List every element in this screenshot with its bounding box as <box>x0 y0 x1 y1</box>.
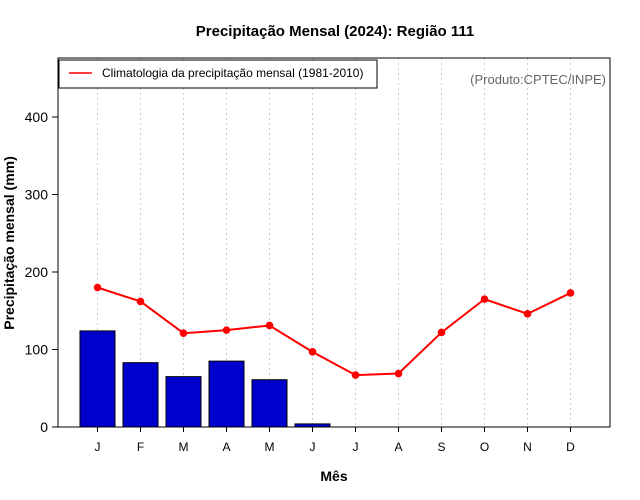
y-axis: 0 100 200 300 400 <box>25 109 58 435</box>
x-tick-label: J <box>95 440 101 454</box>
climatology-point-3 <box>222 326 231 334</box>
bars-group <box>79 330 331 428</box>
chart-title: Precipitação Mensal (2024): Região 111 <box>196 23 474 40</box>
bar-0 <box>79 330 116 428</box>
x-tick-label: A <box>394 440 402 454</box>
bar-3 <box>208 360 245 428</box>
climatology-point-11 <box>566 289 575 297</box>
climatology-line <box>97 286 571 377</box>
y-tick-label: 0 <box>40 419 48 435</box>
plot-border <box>57 57 611 428</box>
y-tick-label: 100 <box>25 342 49 358</box>
legend-label: Climatologia da precipitação mensal (198… <box>102 66 363 80</box>
x-tick-label: J <box>353 440 359 454</box>
x-tick-label: M <box>179 440 189 454</box>
legend: Climatologia da precipitação mensal (198… <box>58 59 378 89</box>
bar-2 <box>165 376 202 428</box>
climatology-point-0 <box>93 283 102 292</box>
bar-1 <box>122 362 159 428</box>
y-tick-label: 300 <box>25 187 49 203</box>
legend-box <box>58 59 378 89</box>
climatology-point-8 <box>437 328 446 337</box>
climatology-point-7 <box>394 369 403 378</box>
climatology-point-4 <box>265 321 274 330</box>
y-axis-title: Precipitação mensal (mm) <box>1 156 17 330</box>
x-tick-label: O <box>480 440 489 454</box>
x-axis-title: Mês <box>320 468 347 484</box>
climatology-point-9 <box>480 295 489 303</box>
climatology-point-6 <box>351 371 360 379</box>
climatology-line-group <box>93 283 575 379</box>
credit-text: (Produto:CPTEC/INPE) <box>470 72 606 87</box>
climatology-point-5 <box>308 348 317 356</box>
grid-lines <box>97 58 571 427</box>
y-tick-label: 400 <box>25 109 49 125</box>
y-tick-label: 200 <box>25 264 49 280</box>
x-tick-label: F <box>137 440 144 454</box>
climatology-point-10 <box>523 310 532 318</box>
x-tick-label: D <box>566 440 575 454</box>
x-tick-label: J <box>310 440 316 454</box>
x-tick-label: M <box>265 440 275 454</box>
climatology-point-2 <box>179 329 188 338</box>
bar-4 <box>251 379 288 428</box>
x-tick-label: N <box>523 440 532 454</box>
x-tick-label: A <box>222 440 230 454</box>
x-tick-label: S <box>437 440 445 454</box>
climatology-point-1 <box>136 297 145 306</box>
